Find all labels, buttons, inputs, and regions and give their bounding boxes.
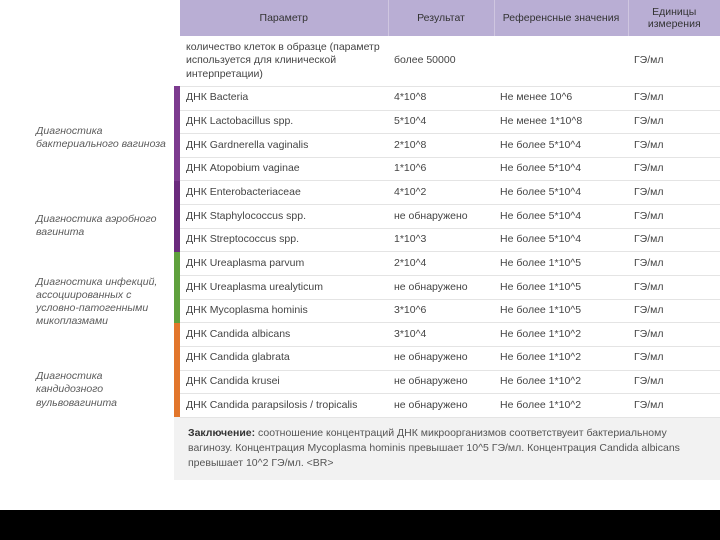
cell-result: 3*10^6 (388, 299, 494, 323)
cell-unit: ГЭ/мл (628, 276, 720, 300)
cell-ref: Не более 1*10^2 (494, 394, 628, 418)
cell-ref: Не более 1*10^2 (494, 346, 628, 370)
cell-unit: ГЭ/мл (628, 134, 720, 158)
cell-ref: Не более 5*10^4 (494, 205, 628, 229)
table-row: ДНК Lactobacillus spp.5*10^4Не менее 1*1… (174, 110, 720, 134)
group-labels-column: Диагностика бактериального вагинозаДиагн… (0, 0, 174, 480)
results-table: ПараметрРезультатРеференсные значенияЕди… (174, 0, 720, 480)
table-row: ДНК Bacteria4*10^8Не менее 10^6ГЭ/мл (174, 86, 720, 110)
table-row: ДНК Gardnerella vaginalis2*10^8Не более … (174, 134, 720, 158)
cell-result: 3*10^4 (388, 323, 494, 347)
table-row: ДНК Ureaplasma parvum2*10^4Не более 1*10… (174, 252, 720, 276)
cell-result: не обнаружено (388, 205, 494, 229)
cell-result: не обнаружено (388, 346, 494, 370)
cell-ref: Не более 5*10^4 (494, 157, 628, 181)
cell-param: ДНК Ureaplasma parvum (180, 252, 388, 276)
cell-unit: ГЭ/мл (628, 346, 720, 370)
cell-param: ДНК Candida albicans (180, 323, 388, 347)
cell-result: не обнаружено (388, 370, 494, 394)
cell-param: ДНК Mycoplasma hominis (180, 299, 388, 323)
cell-unit: ГЭ/мл (628, 299, 720, 323)
col-header: Результат (388, 0, 494, 36)
table-row: ДНК Candida parapsilosis / tropicalisне … (174, 394, 720, 418)
table-row: ДНК Ureaplasma urealyticumне обнаруженоН… (174, 276, 720, 300)
cell-param: ДНК Candida parapsilosis / tropicalis (180, 394, 388, 418)
cell-ref: Не менее 10^6 (494, 86, 628, 110)
table-row: ДНК Enterobacteriaceae4*10^2Не более 5*1… (174, 181, 720, 205)
cell-result: не обнаружено (388, 276, 494, 300)
table-header-row: ПараметрРезультатРеференсные значенияЕди… (174, 0, 720, 36)
page: Диагностика бактериального вагинозаДиагн… (0, 0, 720, 480)
cell-result: 1*10^3 (388, 228, 494, 252)
cell-unit: ГЭ/мл (628, 252, 720, 276)
cell-ref: Не более 1*10^5 (494, 252, 628, 276)
group-label: Диагностика кандидозного вульвовагинита (36, 342, 168, 438)
cell-unit: ГЭ/мл (628, 370, 720, 394)
cell-param: ДНК Gardnerella vaginalis (180, 134, 388, 158)
cell-result: не обнаружено (388, 394, 494, 418)
table-row: ДНК Streptococcus spp.1*10^3Не более 5*1… (174, 228, 720, 252)
table-row: ДНК Candida glabrataне обнаруженоНе боле… (174, 346, 720, 370)
cell-param: ДНК Staphylococcus spp. (180, 205, 388, 229)
cell-param: ДНК Atopobium vaginae (180, 157, 388, 181)
cell-unit: ГЭ/мл (628, 323, 720, 347)
cell-unit: ГЭ/мл (628, 86, 720, 110)
cell-param: ДНК Bacteria (180, 86, 388, 110)
cell-param: ДНК Lactobacillus spp. (180, 110, 388, 134)
cell-ref: Не более 5*10^4 (494, 228, 628, 252)
cell-result: более 50000 (388, 36, 494, 86)
cell-param: ДНК Enterobacteriaceae (180, 181, 388, 205)
conclusion-row: Заключение: соотношение концентраций ДНК… (174, 417, 720, 479)
cell-param: ДНК Candida glabrata (180, 346, 388, 370)
results-table-wrapper: ПараметрРезультатРеференсные значенияЕди… (174, 0, 720, 480)
cell-ref (494, 36, 628, 86)
cell-result: 2*10^8 (388, 134, 494, 158)
cell-param: количество клеток в образце (параметр ис… (180, 36, 388, 86)
col-header: Параметр (180, 0, 388, 36)
cell-ref: Не менее 1*10^8 (494, 110, 628, 134)
cell-unit: ГЭ/мл (628, 157, 720, 181)
cell-ref: Не более 1*10^2 (494, 370, 628, 394)
bottom-black-strip (0, 510, 720, 540)
cell-result: 4*10^2 (388, 181, 494, 205)
cell-unit: ГЭ/мл (628, 36, 720, 86)
cell-ref: Не более 5*10^4 (494, 181, 628, 205)
cell-result: 4*10^8 (388, 86, 494, 110)
cell-ref: Не более 1*10^2 (494, 323, 628, 347)
cell-result: 1*10^6 (388, 157, 494, 181)
cell-unit: ГЭ/мл (628, 205, 720, 229)
col-header: Единицы измерения (628, 0, 720, 36)
group-label: Диагностика инфекций, ассоциированных с … (36, 266, 168, 338)
cell-param: ДНК Candida krusei (180, 370, 388, 394)
conclusion-cell: Заключение: соотношение концентраций ДНК… (180, 417, 720, 479)
cell-param: ДНК Ureaplasma urealyticum (180, 276, 388, 300)
cell-ref: Не более 1*10^5 (494, 276, 628, 300)
cell-result: 2*10^4 (388, 252, 494, 276)
table-row: ДНК Atopobium vaginae1*10^6Не более 5*10… (174, 157, 720, 181)
cell-unit: ГЭ/мл (628, 110, 720, 134)
table-row: ДНК Candida kruseiне обнаруженоНе более … (174, 370, 720, 394)
cell-ref: Не более 1*10^5 (494, 299, 628, 323)
table-row: ДНК Staphylococcus spp.не обнаруженоНе б… (174, 205, 720, 229)
cell-unit: ГЭ/мл (628, 228, 720, 252)
table-row: ДНК Candida albicans3*10^4Не более 1*10^… (174, 323, 720, 347)
cell-unit: ГЭ/мл (628, 181, 720, 205)
group-label: Диагностика бактериального вагиноза (36, 90, 168, 186)
group-label: Диагностика аэробного вагинита (36, 190, 168, 262)
cell-unit: ГЭ/мл (628, 394, 720, 418)
cell-param: ДНК Streptococcus spp. (180, 228, 388, 252)
col-header: Референсные значения (494, 0, 628, 36)
cell-result: 5*10^4 (388, 110, 494, 134)
table-row: количество клеток в образце (параметр ис… (174, 36, 720, 86)
cell-ref: Не более 5*10^4 (494, 134, 628, 158)
table-row: ДНК Mycoplasma hominis3*10^6Не более 1*1… (174, 299, 720, 323)
